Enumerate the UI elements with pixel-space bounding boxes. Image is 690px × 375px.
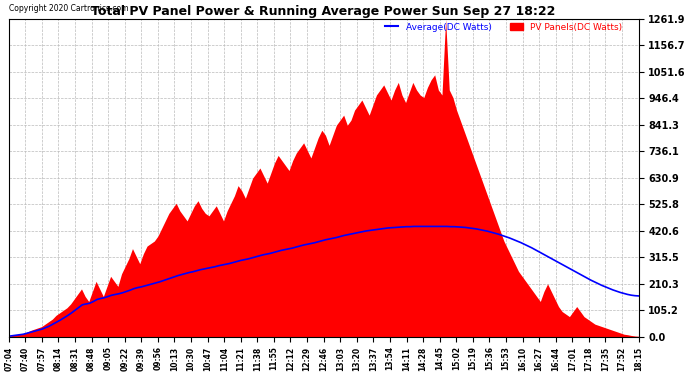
Legend: Average(DC Watts), PV Panels(DC Watts): Average(DC Watts), PV Panels(DC Watts): [381, 19, 626, 35]
Text: Copyright 2020 Cartronics.com: Copyright 2020 Cartronics.com: [9, 4, 128, 13]
Title: Total PV Panel Power & Running Average Power Sun Sep 27 18:22: Total PV Panel Power & Running Average P…: [92, 5, 556, 18]
